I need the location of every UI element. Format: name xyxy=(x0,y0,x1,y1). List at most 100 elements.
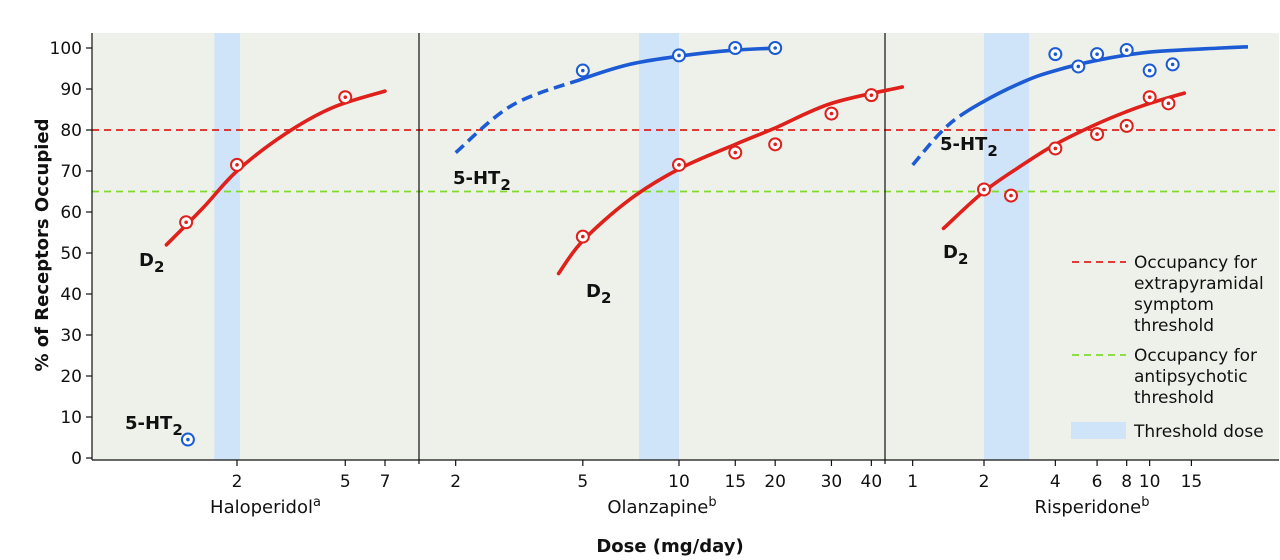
data-point-5ht2-risperidone xyxy=(1142,63,1157,78)
series-label-d2-haloperidol: D2 xyxy=(139,250,164,276)
y-tick-label: 70 xyxy=(60,162,82,182)
series-label-d2-olanzapine: D2 xyxy=(586,281,611,307)
data-point-d2-olanzapine xyxy=(575,229,590,244)
data-point-d2-olanzapine xyxy=(672,157,686,172)
x-tick-label: 10 xyxy=(668,472,690,492)
data-point-d2-risperidone xyxy=(1142,90,1157,105)
x-tick-label: 15 xyxy=(1181,472,1203,492)
data-point-d2-haloperidol xyxy=(338,90,353,105)
data-point-d2-risperidone xyxy=(1004,188,1019,203)
data-point-d2-olanzapine xyxy=(768,137,783,152)
curve-5ht2-risperidone xyxy=(911,45,1249,167)
x-tick-label: 7 xyxy=(380,472,391,492)
x-tick-label: 40 xyxy=(861,472,883,492)
data-point-d2-risperidone xyxy=(1119,118,1134,133)
data-point-5ht2-olanzapine xyxy=(575,63,590,78)
data-point-dot xyxy=(1166,101,1171,106)
data-point-dot xyxy=(1095,52,1099,56)
data-point-dot xyxy=(829,111,834,116)
panel-label-risperidone: Risperidoneb xyxy=(1035,495,1150,518)
threshold-band-olanzapine xyxy=(639,33,679,460)
data-point-dot xyxy=(581,234,585,239)
x-tick-label: 20 xyxy=(764,472,786,492)
series-label-5ht2-risperidone: 5-HT2 xyxy=(940,134,998,160)
x-tick-label: 2 xyxy=(979,472,990,492)
legend-antipsychotic-label: threshold xyxy=(1134,388,1214,408)
y-tick-label: 90 xyxy=(60,80,82,100)
data-point-dot xyxy=(343,95,348,99)
data-point-dot xyxy=(1053,146,1058,151)
data-point-5ht2-risperidone xyxy=(1071,59,1086,74)
data-point-d2-risperidone xyxy=(1161,96,1176,111)
x-tick-label: 10 xyxy=(1139,472,1161,492)
data-point-dot xyxy=(733,150,738,155)
x-tick-label: 6 xyxy=(1092,472,1103,492)
data-point-dot xyxy=(1124,48,1129,52)
legend-eps-label: symptom xyxy=(1134,295,1214,315)
data-point-5ht2-risperidone xyxy=(1165,57,1180,72)
x-tick-label: 2 xyxy=(232,472,243,492)
legend-threshold-label: Threshold dose xyxy=(1133,422,1264,442)
data-point-dot xyxy=(1009,193,1013,198)
data-point-5ht2-risperidone xyxy=(1090,47,1105,62)
threshold-band-haloperidol xyxy=(214,33,240,460)
curve-d2-haloperidol xyxy=(164,89,387,247)
y-tick-label: 20 xyxy=(60,367,82,387)
x-tick-label: 4 xyxy=(1050,472,1061,492)
data-point-dot xyxy=(1076,64,1081,69)
legend-eps-label: Occupancy for xyxy=(1134,253,1257,273)
data-point-dot xyxy=(184,220,188,225)
data-point-dot xyxy=(869,93,874,97)
y-tick-label: 80 xyxy=(60,121,82,141)
data-point-5ht2-haloperidol xyxy=(180,432,195,447)
legend-eps-label: threshold xyxy=(1134,316,1214,336)
data-point-d2-olanzapine xyxy=(864,88,879,103)
x-tick-label: 5 xyxy=(340,472,351,492)
data-point-dot xyxy=(186,437,190,442)
data-point-d2-haloperidol xyxy=(230,157,244,172)
legend-threshold-swatch xyxy=(1071,422,1126,439)
data-point-dot xyxy=(773,46,777,50)
legend-eps-label: extrapyramidal xyxy=(1134,274,1264,294)
panel-label-haloperidol: Haloperidola xyxy=(210,495,321,518)
data-point-d2-risperidone xyxy=(1090,127,1105,142)
data-point-d2-risperidone xyxy=(977,182,991,197)
data-point-d2-olanzapine xyxy=(728,145,743,160)
data-point-5ht2-risperidone xyxy=(1048,47,1063,62)
x-axis-title: Dose (mg/day) xyxy=(596,536,743,557)
y-tick-label: 10 xyxy=(60,408,82,428)
x-tick-label: 30 xyxy=(821,472,843,492)
data-point-dot xyxy=(733,46,738,50)
threshold-band-risperidone xyxy=(984,33,1030,460)
x-tick-label: 8 xyxy=(1121,472,1132,492)
data-point-dot xyxy=(677,53,681,58)
y-tick-label: 60 xyxy=(60,203,82,223)
data-point-dot xyxy=(235,163,239,167)
legend-background xyxy=(1062,245,1274,450)
data-point-dot xyxy=(1053,52,1058,56)
legend-antipsychotic-label: antipsychotic xyxy=(1134,367,1248,387)
data-point-dot xyxy=(773,142,777,147)
x-tick-label: 5 xyxy=(577,472,588,492)
y-tick-label: 40 xyxy=(60,285,82,305)
data-point-dot xyxy=(982,187,986,192)
data-point-dot xyxy=(1124,124,1129,128)
data-point-dot xyxy=(1147,95,1152,99)
y-tick-label: 0 xyxy=(71,449,82,469)
data-point-dot xyxy=(1095,132,1099,136)
series-label-5ht2-haloperidol: 5-HT2 xyxy=(125,413,183,439)
data-point-5ht2-olanzapine xyxy=(728,41,743,55)
y-axis-title: % of Receptors Occupied xyxy=(32,118,53,371)
x-tick-label: 2 xyxy=(450,472,461,492)
data-point-dot xyxy=(1170,62,1175,67)
data-point-d2-risperidone xyxy=(1048,141,1063,156)
y-tick-label: 30 xyxy=(60,326,82,346)
data-point-d2-olanzapine xyxy=(824,106,839,121)
data-point-5ht2-olanzapine xyxy=(672,48,686,63)
data-point-dot xyxy=(581,68,585,73)
y-tick-label: 100 xyxy=(50,39,82,59)
y-tick-label: 50 xyxy=(60,244,82,264)
series-label-d2-risperidone: D2 xyxy=(943,242,968,268)
legend-antipsychotic-label: Occupancy for xyxy=(1134,346,1257,366)
